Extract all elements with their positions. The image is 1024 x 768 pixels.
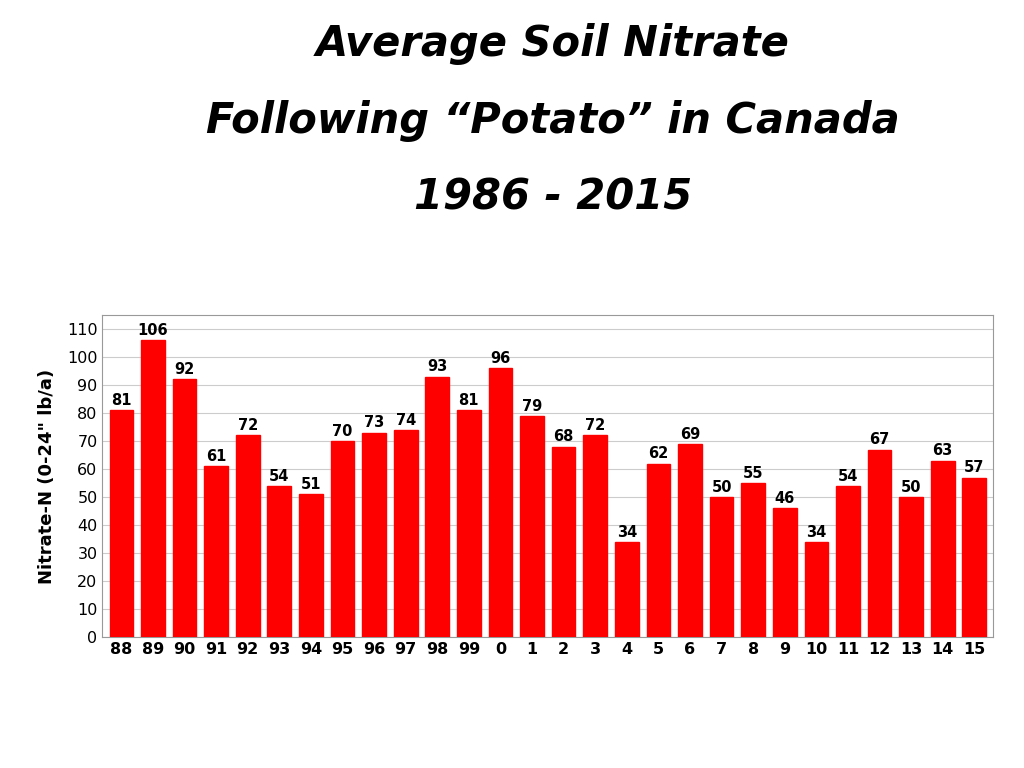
Bar — [805, 542, 828, 637]
Text: Following “Potato” in Canada: Following “Potato” in Canada — [206, 100, 900, 142]
Bar — [204, 466, 228, 637]
Bar — [110, 410, 133, 637]
Text: 96: 96 — [490, 351, 511, 366]
Y-axis label: Nitrate-N (0-24" lb/a): Nitrate-N (0-24" lb/a) — [38, 369, 55, 584]
Text: 81: 81 — [459, 393, 479, 408]
Text: Average Soil Nitrate: Average Soil Nitrate — [316, 23, 790, 65]
Bar — [837, 486, 860, 637]
Text: 34: 34 — [616, 525, 637, 540]
Bar — [615, 542, 639, 637]
Bar — [457, 410, 480, 637]
Bar — [394, 430, 418, 637]
Text: 70: 70 — [333, 424, 352, 439]
Text: 81: 81 — [112, 393, 132, 408]
Text: 50: 50 — [712, 480, 732, 495]
Text: 74: 74 — [395, 412, 416, 428]
Bar — [425, 376, 450, 637]
Text: 106: 106 — [137, 323, 168, 338]
Bar — [552, 447, 575, 637]
Text: 34: 34 — [806, 525, 826, 540]
Text: 1986 - 2015: 1986 - 2015 — [414, 177, 692, 219]
Text: 55: 55 — [743, 466, 764, 481]
Text: 50: 50 — [901, 480, 922, 495]
Bar — [331, 441, 354, 637]
Bar — [678, 444, 701, 637]
Text: 67: 67 — [869, 432, 890, 447]
Text: 61: 61 — [206, 449, 226, 464]
Bar — [741, 483, 765, 637]
Bar — [236, 435, 259, 637]
Text: 46: 46 — [774, 492, 795, 506]
Text: 62: 62 — [648, 446, 669, 462]
Text: 72: 72 — [238, 419, 258, 433]
Text: 73: 73 — [364, 415, 384, 430]
Text: 54: 54 — [838, 468, 858, 484]
Bar — [963, 478, 986, 637]
Bar — [362, 432, 386, 637]
Bar — [173, 379, 197, 637]
Bar — [710, 497, 733, 637]
Text: 72: 72 — [585, 419, 605, 433]
Bar — [773, 508, 797, 637]
Text: 51: 51 — [301, 477, 322, 492]
Text: 63: 63 — [933, 443, 953, 458]
Bar — [520, 415, 544, 637]
Bar — [267, 486, 291, 637]
Text: 69: 69 — [680, 427, 700, 442]
Text: 54: 54 — [269, 468, 290, 484]
Text: 93: 93 — [427, 359, 447, 374]
Bar — [899, 497, 923, 637]
Text: 92: 92 — [174, 362, 195, 377]
Text: 68: 68 — [553, 429, 573, 445]
Text: 79: 79 — [522, 399, 542, 414]
Bar — [646, 464, 671, 637]
Bar — [867, 449, 892, 637]
Text: 57: 57 — [965, 460, 984, 475]
Bar — [299, 495, 323, 637]
Bar — [141, 340, 165, 637]
Bar — [931, 461, 954, 637]
Bar — [488, 368, 512, 637]
Bar — [584, 435, 607, 637]
